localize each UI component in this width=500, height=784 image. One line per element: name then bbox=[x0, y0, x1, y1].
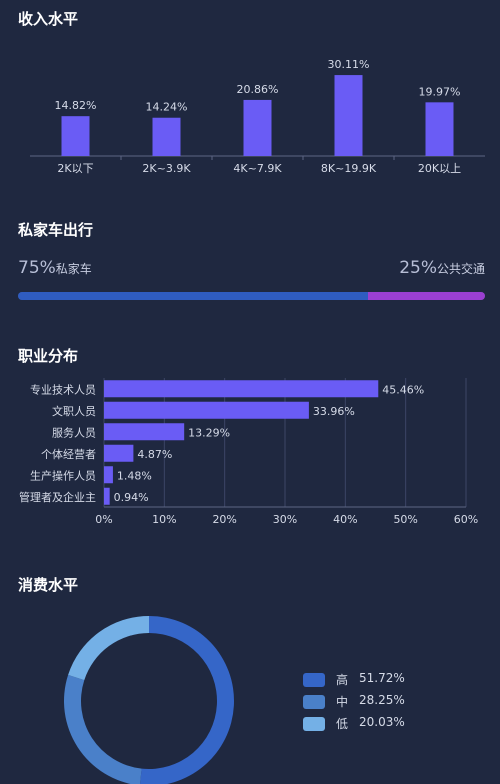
income-bar bbox=[61, 116, 90, 156]
legend-category: 低 bbox=[336, 717, 349, 731]
legend-swatch bbox=[303, 717, 325, 731]
consumption-title: 消费水平 bbox=[18, 576, 79, 594]
occupation-category-label: 个体经营者 bbox=[41, 447, 96, 461]
occupation-x-tick-label: 20% bbox=[212, 513, 236, 526]
legend-value: 51.72% bbox=[359, 671, 405, 685]
consumption-donut-chart bbox=[64, 616, 234, 784]
occupation-x-tick-label: 0% bbox=[95, 513, 112, 526]
legend-category: 高 bbox=[336, 673, 349, 687]
income-value-label: 14.82% bbox=[55, 99, 97, 112]
income-bar bbox=[243, 99, 272, 156]
occupation-category-label: 生产操作人员 bbox=[30, 468, 96, 482]
occupation-value-label: 13.29% bbox=[188, 426, 230, 439]
income-category-label: 2K~3.9K bbox=[142, 162, 191, 175]
public-transport-percent: 25% bbox=[399, 258, 437, 278]
income-category-label: 4K~7.9K bbox=[233, 162, 282, 175]
income-category-label: 2K以下 bbox=[57, 162, 93, 175]
occupation-value-label: 1.48% bbox=[117, 469, 152, 482]
consumption-slice bbox=[139, 616, 234, 784]
private-car-stat: 75%私家车 bbox=[18, 258, 92, 278]
legend-value: 28.25% bbox=[359, 693, 405, 707]
legend-swatch bbox=[303, 695, 325, 709]
income-bar bbox=[334, 75, 363, 156]
legend-swatch bbox=[303, 673, 325, 687]
occupation-bar bbox=[104, 444, 134, 462]
occupation-x-tick-label: 50% bbox=[393, 513, 417, 526]
occupation-bar-chart: 0% 10% 20% 30% 40% 50% 60% 45.46% 专业技术人员 33.96% 文职… bbox=[19, 378, 478, 526]
occupation-x-tick-label: 40% bbox=[333, 513, 357, 526]
income-bar-chart: 14.82% 2K以下 14.24% 2K~3.9K 20.86% 4K~7.9K 30.1… bbox=[30, 58, 485, 175]
income-value-label: 20.86% bbox=[237, 83, 279, 96]
car-title: 私家车出行 bbox=[18, 221, 94, 239]
private-car-label: 私家车 bbox=[55, 262, 92, 276]
private-car-percent: 75% bbox=[18, 258, 56, 278]
occupation-x-tick-label: 60% bbox=[454, 513, 478, 526]
public-transport-stat: 25%公共交通 bbox=[399, 258, 485, 278]
consumption-slice bbox=[68, 616, 149, 681]
occupation-value-label: 0.94% bbox=[114, 491, 149, 504]
income-bar bbox=[425, 102, 454, 156]
occupation-bar bbox=[104, 487, 110, 505]
occupation-title: 职业分布 bbox=[18, 347, 79, 365]
income-value-label: 14.24% bbox=[146, 101, 188, 114]
public-transport-label: 公共交通 bbox=[436, 262, 485, 276]
occupation-bar bbox=[104, 401, 309, 419]
income-title: 收入水平 bbox=[18, 10, 79, 28]
occupation-category-label: 服务人员 bbox=[52, 426, 96, 439]
occupation-category-label: 管理者及企业主 bbox=[19, 490, 96, 504]
public-transport-share-fill bbox=[368, 292, 485, 300]
occupation-bar bbox=[104, 423, 185, 441]
occupation-bar bbox=[104, 466, 113, 484]
consumption-slice bbox=[64, 674, 142, 784]
occupation-x-tick-label: 10% bbox=[152, 513, 176, 526]
occupation-value-label: 33.96% bbox=[313, 405, 355, 418]
income-bar bbox=[152, 117, 181, 156]
car-share-bar bbox=[18, 292, 485, 300]
income-value-label: 30.11% bbox=[328, 58, 370, 71]
legend-value: 20.03% bbox=[359, 715, 405, 729]
occupation-category-label: 文职人员 bbox=[52, 404, 96, 418]
occupation-category-label: 专业技术人员 bbox=[30, 382, 96, 396]
income-value-label: 19.97% bbox=[419, 85, 461, 98]
private-car-share-fill bbox=[18, 292, 369, 300]
legend-category: 中 bbox=[336, 695, 349, 709]
income-category-label: 8K~19.9K bbox=[321, 162, 377, 175]
income-category-label: 20K以上 bbox=[418, 162, 461, 175]
occupation-bar bbox=[104, 380, 379, 398]
occupation-value-label: 4.87% bbox=[137, 448, 172, 461]
occupation-x-tick-label: 30% bbox=[273, 513, 297, 526]
occupation-value-label: 45.46% bbox=[382, 383, 424, 396]
